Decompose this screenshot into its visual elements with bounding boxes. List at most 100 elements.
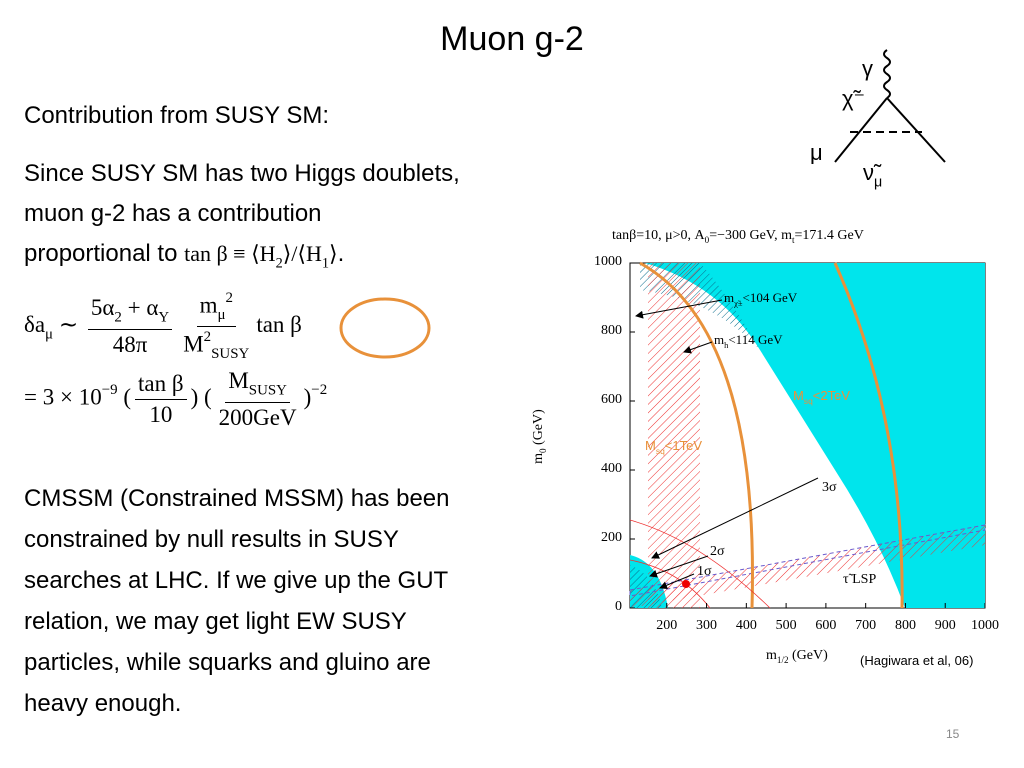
math: tan β ≡ ⟨H2⟩/⟨H1⟩ [184, 241, 338, 271]
sub: 2 [114, 310, 122, 327]
x-tick-label: 900 [934, 618, 956, 633]
text: <2TeV [812, 388, 850, 403]
para1: Since SUSY SM has two Higgs doublets, mu… [24, 154, 460, 283]
denominator: 200GeV [216, 403, 300, 431]
y-tick-label: 1000 [594, 254, 622, 269]
annotation: Msq<2TeV [793, 388, 850, 406]
text: (GeV) [530, 409, 546, 449]
annotation: Msq<1TeV [645, 438, 702, 456]
text: ) ( [190, 384, 212, 410]
text: m [714, 332, 725, 347]
fraction: 5α2 + αY 48π [87, 295, 173, 358]
fraction: mμ2 M 2 SUSY [180, 290, 252, 363]
x-tick-label: 400 [735, 618, 757, 633]
text: =−300 GeV, m [709, 228, 792, 243]
numerator: mμ2 [196, 290, 236, 328]
text: tan β ≡ ⟨H [184, 241, 276, 266]
x-axis-label: m1/2 (GeV) [766, 648, 828, 665]
text: M [793, 388, 804, 403]
plot-header: tanβ=10, μ>0, A0=−300 GeV, mt=171.4 GeV [612, 228, 864, 245]
sup: 2 [225, 290, 233, 306]
text: proportional to [24, 240, 185, 267]
sub: χ̃± [734, 297, 743, 308]
caption: (Hagiwara et al, 06) [860, 653, 974, 668]
numerator: 5α2 + αY [87, 295, 173, 331]
text: ∼ [53, 311, 84, 337]
feynman-diagram [834, 49, 946, 163]
sup: −9 [101, 382, 118, 399]
text: δa [24, 311, 46, 337]
text: M [183, 331, 204, 357]
plot-regions [629, 261, 986, 609]
sub: μ [45, 326, 54, 343]
annotation: 2σ [710, 544, 725, 559]
y-tick-label: 400 [601, 461, 622, 476]
annotation: 1σ [697, 564, 712, 579]
label: γ [862, 56, 873, 81]
title: Muon g-2 [440, 20, 584, 58]
sub: 1 [321, 255, 330, 272]
line: constrained by null results in SUSY [24, 526, 399, 553]
formula: = 3 × 10−9 (tan β 10) (MSUSY 200GeV)−2 [24, 368, 327, 431]
text: <104 GeV [742, 290, 798, 305]
text: tan β [256, 311, 302, 337]
text: ) [303, 384, 312, 410]
annotation: τ̃ LSP [843, 572, 877, 587]
text: M [645, 438, 656, 453]
sub: Y [158, 310, 170, 327]
annotation: 3σ [822, 480, 837, 495]
sub: SUSY [211, 346, 250, 363]
x-tick-label: 800 [894, 618, 916, 633]
fraction: tan β 10 [135, 371, 187, 428]
line: relation, we may get light EW SUSY [24, 608, 407, 635]
label: μ [810, 140, 823, 165]
sub: 0 [704, 235, 710, 246]
text: M [228, 368, 249, 393]
annotation: mh<114 GeV [714, 332, 783, 350]
denominator: 10 [146, 400, 175, 428]
line: muon g-2 has a contribution [24, 200, 322, 227]
sub: t [792, 235, 795, 246]
x-tick-label: 1000 [971, 618, 999, 633]
text: ( [117, 384, 132, 410]
text: = 3 × 10 [24, 384, 102, 410]
text: =171.4 GeV [794, 228, 864, 243]
line: Since SUSY SM has two Higgs doublets, [24, 160, 460, 187]
numerator: tan β [135, 371, 187, 400]
label: ν̃μ [863, 160, 882, 190]
line: CMSSM (Constrained MSSM) has been [24, 485, 450, 512]
text: ν̃ [863, 160, 874, 185]
sub: 0 [537, 448, 548, 454]
text: m [766, 648, 777, 663]
y-tick-label: 0 [615, 599, 622, 614]
para2: CMSSM (Constrained MSSM) has been constr… [24, 478, 449, 724]
x-tick-label: 500 [775, 618, 797, 633]
denominator: 48π [110, 330, 151, 358]
text: 48π [112, 332, 148, 358]
line: particles, while squarks and gluino are [24, 649, 431, 676]
text: . [337, 240, 345, 267]
line: proportional to tan β ≡ ⟨H2⟩/⟨H1⟩. [24, 234, 460, 283]
text: tan β [138, 370, 184, 396]
sub: 2 [275, 255, 283, 272]
annotation: mχ̃±<104 GeV [724, 290, 797, 308]
text: <1TeV [664, 438, 702, 453]
text: m [724, 290, 735, 305]
sub: h [724, 339, 729, 350]
text: ⟩ [329, 241, 338, 266]
y-axis-label: m0 (GeV) [531, 409, 548, 464]
sub: 1/2 [776, 655, 789, 666]
text: m [530, 453, 546, 464]
sup: −2 [311, 382, 328, 399]
intro: Contribution from SUSY SM: [24, 102, 330, 129]
text: 5α [90, 295, 115, 321]
sub: sq [803, 395, 813, 406]
x-tick-label: 600 [815, 618, 837, 633]
text: tanβ=10, μ>0, A [612, 228, 705, 243]
text: m [199, 292, 218, 318]
sub: sq [655, 445, 665, 456]
text: + α [121, 295, 159, 321]
text: 10 [149, 401, 173, 427]
